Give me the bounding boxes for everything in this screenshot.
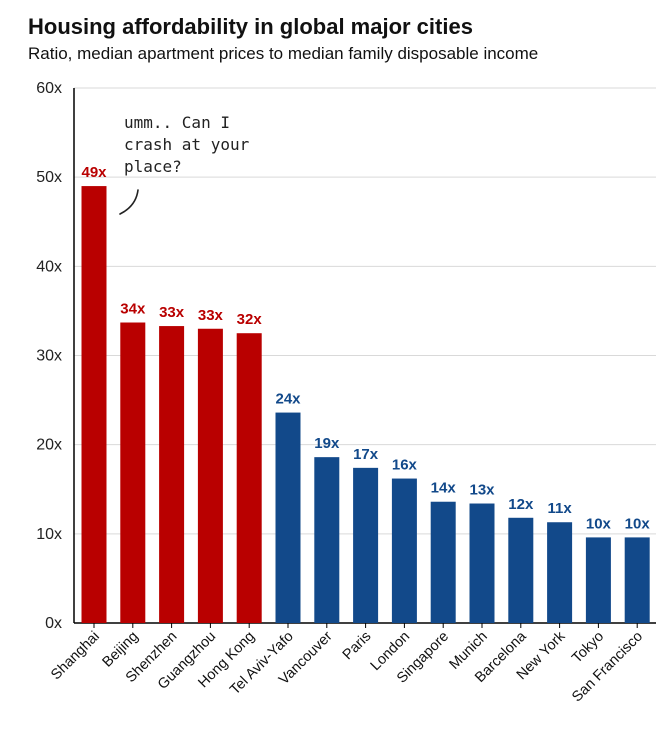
data-label: 10x <box>625 515 651 532</box>
data-label: 49x <box>81 164 107 181</box>
y-tick-label: 30x <box>36 348 62 365</box>
annotation-line: umm.. Can I <box>124 113 230 132</box>
data-label: 11x <box>547 500 572 517</box>
y-tick-label: 10x <box>36 526 62 543</box>
bar <box>508 517 534 623</box>
bar <box>120 322 146 623</box>
bar <box>547 522 573 623</box>
data-label: 34x <box>120 301 146 318</box>
y-tick-label: 60x <box>36 80 62 97</box>
bar <box>197 328 223 623</box>
chart-title: Housing affordability in global major ci… <box>28 14 473 39</box>
bar <box>353 467 379 623</box>
category-label: Paris <box>340 629 375 664</box>
data-label: 14x <box>431 480 457 497</box>
y-tick-label: 50x <box>36 169 62 186</box>
bar <box>275 412 301 623</box>
bar <box>391 478 417 623</box>
annotation-line: place? <box>124 157 182 176</box>
data-label: 17x <box>353 446 379 463</box>
bar <box>159 326 185 623</box>
data-label: 10x <box>586 515 612 532</box>
data-label: 19x <box>314 435 340 452</box>
bar <box>314 457 340 623</box>
bar <box>430 501 456 623</box>
bar <box>81 186 107 624</box>
data-label: 24x <box>275 391 301 408</box>
data-label: 32x <box>237 311 263 328</box>
bar <box>469 503 495 623</box>
data-label: 12x <box>508 496 534 513</box>
y-tick-label: 20x <box>36 437 62 454</box>
annotation-line: crash at your <box>124 135 250 154</box>
annotation-pointer <box>119 189 139 215</box>
y-tick-label: 40x <box>36 258 62 275</box>
category-label: San Francisco <box>569 629 646 706</box>
data-label: 33x <box>159 304 185 321</box>
data-label: 13x <box>469 482 495 499</box>
bar <box>585 537 611 623</box>
annotation-note: umm.. Can I crash at your place? <box>124 113 250 176</box>
data-label: 16x <box>392 457 418 474</box>
y-tick-label: 0x <box>45 615 62 632</box>
chart-subtitle: Ratio, median apartment prices to median… <box>28 44 539 63</box>
category-label: Shanghai <box>48 629 103 684</box>
bar <box>236 333 262 623</box>
data-label: 33x <box>198 307 224 324</box>
bar <box>624 537 650 623</box>
